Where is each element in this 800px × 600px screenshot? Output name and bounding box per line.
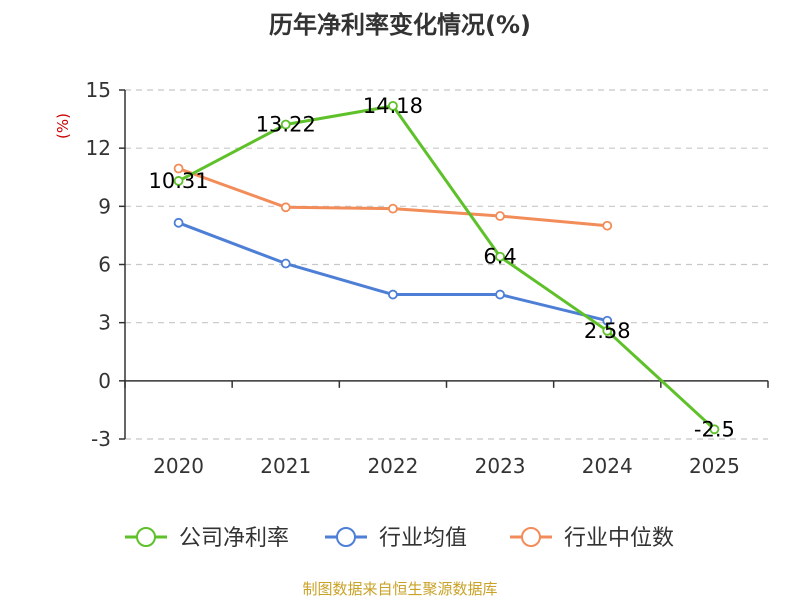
data-point[interactable] (280, 258, 291, 269)
data-point[interactable] (495, 289, 505, 300)
y-tick-label: -3 (91, 427, 111, 451)
data-labels: 10.31 13.22 14.18 6.4 2.58 -2.5 (149, 94, 735, 441)
legend-marker (336, 527, 356, 547)
data-point[interactable] (173, 217, 184, 228)
data-point[interactable] (173, 176, 184, 186)
data-point[interactable] (602, 220, 613, 231)
y-tick-label: 0 (98, 369, 111, 393)
x-tick-label-2024: 2024 (582, 454, 633, 478)
legend-item-1[interactable]: 行业均值 (325, 526, 467, 551)
y-tick-label: 9 (98, 194, 111, 218)
x-tick-label-2023: 2023 (475, 454, 526, 478)
data-point[interactable] (602, 315, 613, 326)
legend-label: 公司净利率 (179, 526, 289, 551)
data-point[interactable] (388, 289, 398, 300)
y-tick-label: 15 (86, 78, 111, 102)
data-label-2024: 2.58 (584, 319, 631, 343)
data-point[interactable] (388, 100, 398, 111)
x-tick-label-2020: 2020 (153, 454, 204, 478)
x-tick-label-2025: 2025 (689, 454, 740, 478)
data-point[interactable] (495, 251, 505, 262)
data-label-2023: 6.4 (483, 245, 516, 269)
series-line-1 (178, 221, 608, 323)
gridlines (125, 89, 768, 440)
data-label-2025: -2.5 (694, 417, 735, 441)
x-tick-label-2021: 2021 (260, 454, 311, 478)
legend-item-0[interactable]: 公司净利率 (125, 526, 289, 551)
y-tick-labels: 15 12 9 6 3 0 -3 (86, 78, 111, 451)
y-tick-label: 12 (86, 136, 111, 160)
x-tick-label-2022: 2022 (367, 454, 418, 478)
legend-item-2[interactable]: 行业中位数 (510, 526, 674, 551)
data-point[interactable] (173, 163, 184, 174)
legend-label: 行业均值 (379, 526, 467, 551)
x-tick-labels: 2020 2021 2022 2023 2024 2025 (153, 454, 740, 478)
legend-label: 行业中位数 (564, 526, 674, 551)
legend-marker (521, 527, 541, 547)
series-group (173, 100, 720, 435)
data-point[interactable] (709, 424, 720, 435)
legend[interactable]: 公司净利率 行业均值 行业中位数 (125, 526, 674, 551)
series-line-0 (177, 104, 716, 431)
data-point[interactable] (280, 119, 291, 130)
y-tick-label: 6 (98, 253, 111, 277)
data-label-2020: 10.31 (149, 169, 209, 193)
chart-title: 历年净利率变化情况(%) (269, 11, 531, 39)
data-point[interactable] (602, 325, 613, 336)
y-axis-unit: (%) (54, 113, 72, 139)
data-label-2022: 14.18 (363, 94, 423, 118)
data-point[interactable] (388, 203, 398, 214)
y-tick-label: 3 (98, 311, 111, 335)
data-point[interactable] (280, 202, 291, 213)
data-point[interactable] (495, 211, 505, 221)
series-line-2 (178, 167, 608, 228)
data-label-2021: 13.22 (256, 113, 316, 137)
legend-marker (136, 527, 156, 547)
source-note: 制图数据来自恒生聚源数据库 (302, 580, 497, 598)
